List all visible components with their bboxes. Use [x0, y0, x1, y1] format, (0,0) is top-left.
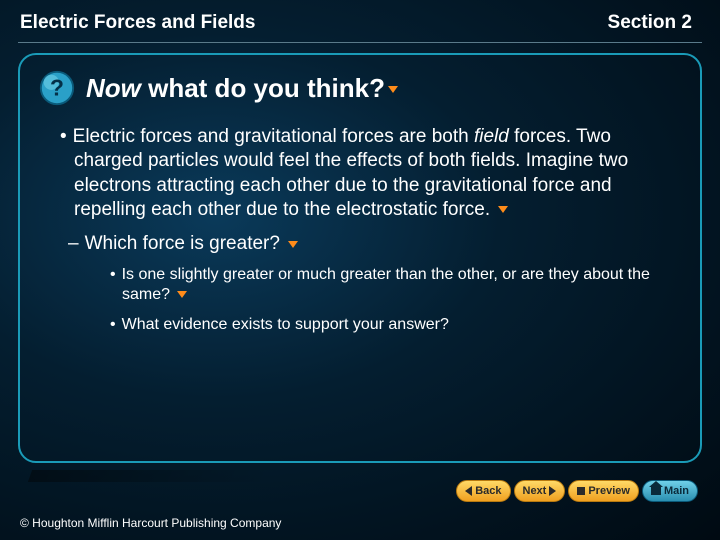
bullet-level-3: •What evidence exists to support your an… [60, 315, 682, 335]
preview-button[interactable]: Preview [568, 480, 639, 502]
b2-text: Which force is greater? [85, 233, 280, 254]
bullet-level-1: •Electric forces and gravitational force… [60, 125, 682, 222]
header-divider [18, 42, 702, 43]
reveal-arrow-icon[interactable] [498, 206, 508, 213]
b3b-text: What evidence exists to support your ans… [122, 316, 449, 333]
copyright: © Houghton Mifflin Harcourt Publishing C… [20, 516, 281, 530]
chevron-left-icon [465, 486, 472, 496]
bullet-level-3: •Is one slightly greater or much greater… [60, 265, 682, 305]
b1-italic: field [474, 126, 509, 147]
home-icon [651, 487, 661, 495]
chevron-right-icon [549, 486, 556, 496]
content-panel: ? Now what do you think? •Electric force… [18, 53, 702, 463]
b1-pre: Electric forces and gravitational forces… [73, 126, 474, 147]
main-label: Main [664, 485, 689, 497]
nav-bar: Back Next Preview Main [456, 480, 698, 502]
decorative-shadow [28, 470, 272, 482]
reveal-arrow-icon[interactable] [177, 291, 187, 298]
title-rest: what do you think? [141, 73, 385, 103]
preview-label: Preview [588, 485, 630, 497]
next-button[interactable]: Next [514, 480, 566, 502]
slide-title: Now what do you think? [86, 73, 398, 104]
bullet-level-2: –Which force is greater? [60, 232, 682, 256]
title-now: Now [86, 73, 141, 103]
next-label: Next [523, 485, 547, 497]
header-left: Electric Forces and Fields [20, 12, 255, 34]
reveal-arrow-icon[interactable] [288, 241, 298, 248]
preview-icon [577, 487, 585, 495]
back-label: Back [475, 485, 501, 497]
svg-text:?: ? [50, 75, 64, 101]
back-button[interactable]: Back [456, 480, 510, 502]
main-button[interactable]: Main [642, 480, 698, 502]
question-mark-icon: ? [38, 69, 76, 107]
reveal-arrow-icon[interactable] [388, 86, 398, 93]
header-right: Section 2 [608, 12, 692, 34]
b3a-text: Is one slightly greater or much greater … [122, 266, 650, 303]
